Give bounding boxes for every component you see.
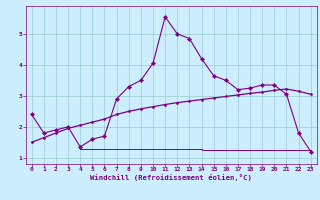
X-axis label: Windchill (Refroidissement éolien,°C): Windchill (Refroidissement éolien,°C) xyxy=(90,174,252,181)
